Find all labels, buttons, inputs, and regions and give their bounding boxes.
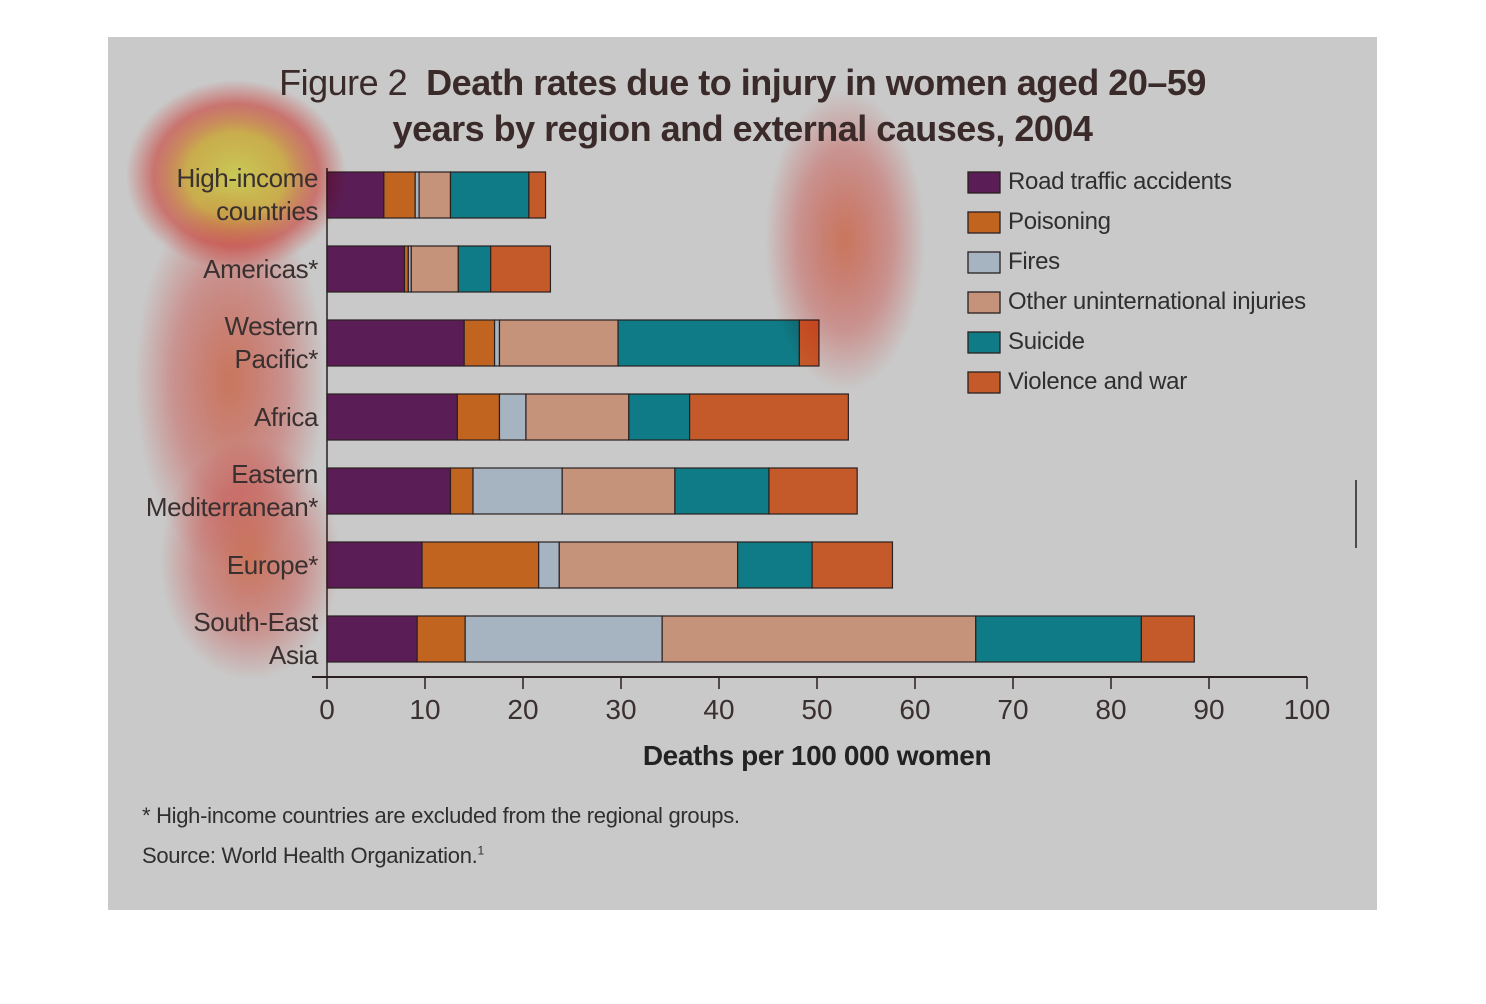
bar-segment-violence-3 <box>688 393 849 441</box>
bar-segment-other-3 <box>525 393 630 441</box>
title-line-2: years by region and external causes, 200… <box>392 108 1093 149</box>
chart-title: Figure 2 Death rates due to injury in wo… <box>108 60 1377 152</box>
bar-segment-suicide-2 <box>617 319 800 367</box>
x-tick-label-20: 20 <box>507 694 538 725</box>
legend-swatch-fires <box>967 251 1001 274</box>
legend-swatch-road <box>967 171 1001 194</box>
bar-segment-suicide-5 <box>737 541 813 589</box>
bar-segment-poisoning-2 <box>463 319 496 367</box>
heat-blob-3 <box>160 440 340 680</box>
bar-segment-road-6 <box>326 615 418 663</box>
figure-number: Figure 2 <box>279 62 408 103</box>
legend-label-other: Other uninternational injuries <box>1008 288 1306 315</box>
bars-layer <box>326 171 1195 663</box>
bar-segment-poisoning-5 <box>421 541 540 589</box>
bar-segment-poisoning-3 <box>456 393 501 441</box>
category-label-0: High-income countries <box>176 163 318 226</box>
bar-segment-fires-5 <box>538 541 560 589</box>
bar-segment-violence-0 <box>528 171 547 219</box>
category-label-5: Europe* <box>226 549 319 580</box>
bar-segment-violence-5 <box>811 541 894 589</box>
x-axis-title: Deaths per 100 000 women <box>642 740 992 771</box>
bar-segment-road-1 <box>326 245 406 293</box>
category-label-4: Eastern Mediterranean* <box>145 459 319 522</box>
bar-segment-fires-2 <box>493 319 501 367</box>
legend-label-road: Road traffic accidents <box>1008 168 1232 195</box>
bar-segment-suicide-6 <box>975 615 1142 663</box>
category-label-3: Africa <box>253 401 318 432</box>
x-axis: 0 10 20 30 40 50 60 70 80 90 100 <box>312 168 1330 725</box>
bar-segment-road-4 <box>326 467 452 515</box>
bar-segment-violence-1 <box>490 245 552 293</box>
source-text: Source: World Health Organization. <box>142 843 478 868</box>
bar-segment-suicide-4 <box>674 467 770 515</box>
x-tick-label-70: 70 <box>997 694 1028 725</box>
footnote-note: * High-income countries are excluded fro… <box>142 803 740 828</box>
bar-segment-violence-6 <box>1140 615 1195 663</box>
bar-segment-other-4 <box>561 467 676 515</box>
source-reference: 1 <box>477 843 484 858</box>
bar-segment-poisoning-4 <box>449 467 474 515</box>
bar-segment-road-3 <box>326 393 458 441</box>
legend-label-poisoning: Poisoning <box>1008 208 1111 235</box>
legend-label-fires: Fires <box>1008 248 1060 275</box>
x-tick-label-30: 30 <box>605 694 636 725</box>
x-tick-label-0: 0 <box>319 694 335 725</box>
legend-swatch-poisoning <box>967 211 1001 234</box>
category-label-1: Americas* <box>203 253 318 284</box>
x-tick-label-50: 50 <box>801 694 832 725</box>
bar-segment-other-2 <box>498 319 619 367</box>
legend <box>967 171 1001 394</box>
bar-segment-road-5 <box>326 541 423 589</box>
x-tick-label-100: 100 <box>1284 694 1331 725</box>
bar-segment-suicide-1 <box>457 245 492 293</box>
category-label-6: South-East Asia <box>193 607 318 670</box>
x-tick-label-90: 90 <box>1193 694 1224 725</box>
bar-segment-other-5 <box>558 541 739 589</box>
footnote-source: Source: World Health Organization.1 <box>142 843 484 869</box>
bar-segment-suicide-0 <box>449 171 530 219</box>
x-tick-label-60: 60 <box>899 694 930 725</box>
bar-segment-other-6 <box>661 615 977 663</box>
legend-swatch-suicide <box>967 331 1001 354</box>
legend-swatch-other <box>967 291 1001 314</box>
bar-segment-suicide-3 <box>628 393 691 441</box>
attention-heatmap-overlay <box>126 80 925 680</box>
category-label-2: Western Pacific* <box>224 311 318 374</box>
bar-segment-road-2 <box>326 319 465 367</box>
x-tick-label-10: 10 <box>409 694 440 725</box>
heat-blob-2 <box>765 90 925 390</box>
bar-segment-poisoning-6 <box>416 615 466 663</box>
bar-segment-poisoning-0 <box>383 171 416 219</box>
legend-swatch-violence <box>967 371 1001 394</box>
title-line-1: Death rates due to injury in women aged … <box>426 62 1206 103</box>
bar-segment-violence-4 <box>768 467 858 515</box>
bar-segment-other-0 <box>418 171 452 219</box>
bar-segment-fires-6 <box>464 615 663 663</box>
bar-segment-fires-3 <box>498 393 527 441</box>
legend-label-suicide: Suicide <box>1008 328 1085 355</box>
x-tick-label-80: 80 <box>1095 694 1126 725</box>
bar-segment-other-1 <box>410 245 459 293</box>
x-tick-label-40: 40 <box>703 694 734 725</box>
legend-label-violence: Violence and war <box>1008 368 1187 395</box>
bar-segment-fires-4 <box>472 467 563 515</box>
